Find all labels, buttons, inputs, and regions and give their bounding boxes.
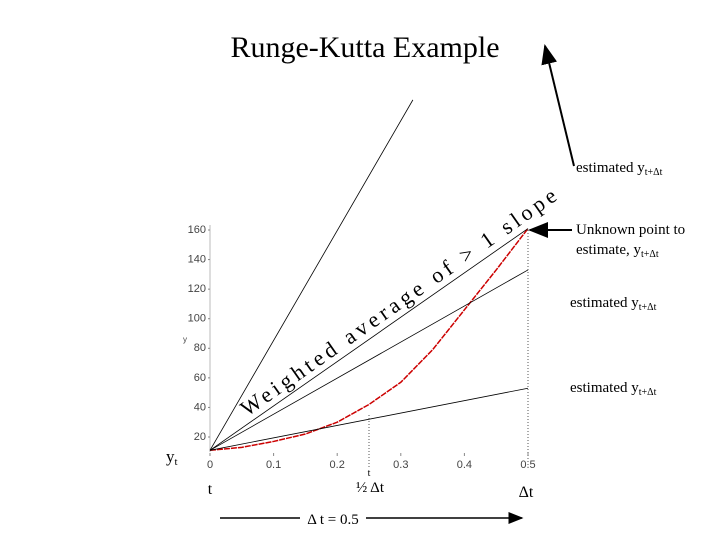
annotation: estimated yt+Δt <box>570 380 657 398</box>
annotation: Δt <box>519 484 534 501</box>
annotation: yt <box>166 447 178 468</box>
slope-line <box>209 228 529 451</box>
slope-line <box>209 269 529 451</box>
x-tick-label: 0.3 <box>393 459 408 471</box>
y-tick-label: 120 <box>188 283 206 295</box>
y-tick-label: 140 <box>188 253 206 265</box>
annotation: Δ t = 0.5 <box>307 512 358 528</box>
annotation: estimate, yt+Δt <box>576 242 659 260</box>
curve <box>209 228 529 452</box>
y-tick-label: 40 <box>194 401 206 413</box>
y-axis-label: y <box>183 335 187 344</box>
y-tick-label: 20 <box>194 431 206 443</box>
annotation: estimated yt+Δt <box>570 295 657 313</box>
slope-line <box>209 387 529 451</box>
y-tick-label: 60 <box>194 372 206 384</box>
annotation: estimated yt+Δt <box>576 160 663 178</box>
x-tick-label: 0.1 <box>266 459 281 471</box>
arrow <box>541 44 575 167</box>
annotation: Weighted average of > 1 slope <box>236 180 565 421</box>
x-tick-label: 0 <box>207 459 213 471</box>
annotation: Unknown point to <box>576 222 685 238</box>
y-tick-label: 80 <box>194 342 206 354</box>
x-tick-label: 0.2 <box>330 459 345 471</box>
y-tick-label: 100 <box>188 313 206 325</box>
annotation: t <box>368 468 371 479</box>
title: Runge-Kutta Example <box>230 31 499 64</box>
annotation: ½ Δt <box>356 480 385 496</box>
y-tick-label: 160 <box>188 224 206 236</box>
x-tick-label: 0.4 <box>457 459 472 471</box>
slope-line <box>209 99 414 451</box>
annotation: t <box>208 481 213 498</box>
